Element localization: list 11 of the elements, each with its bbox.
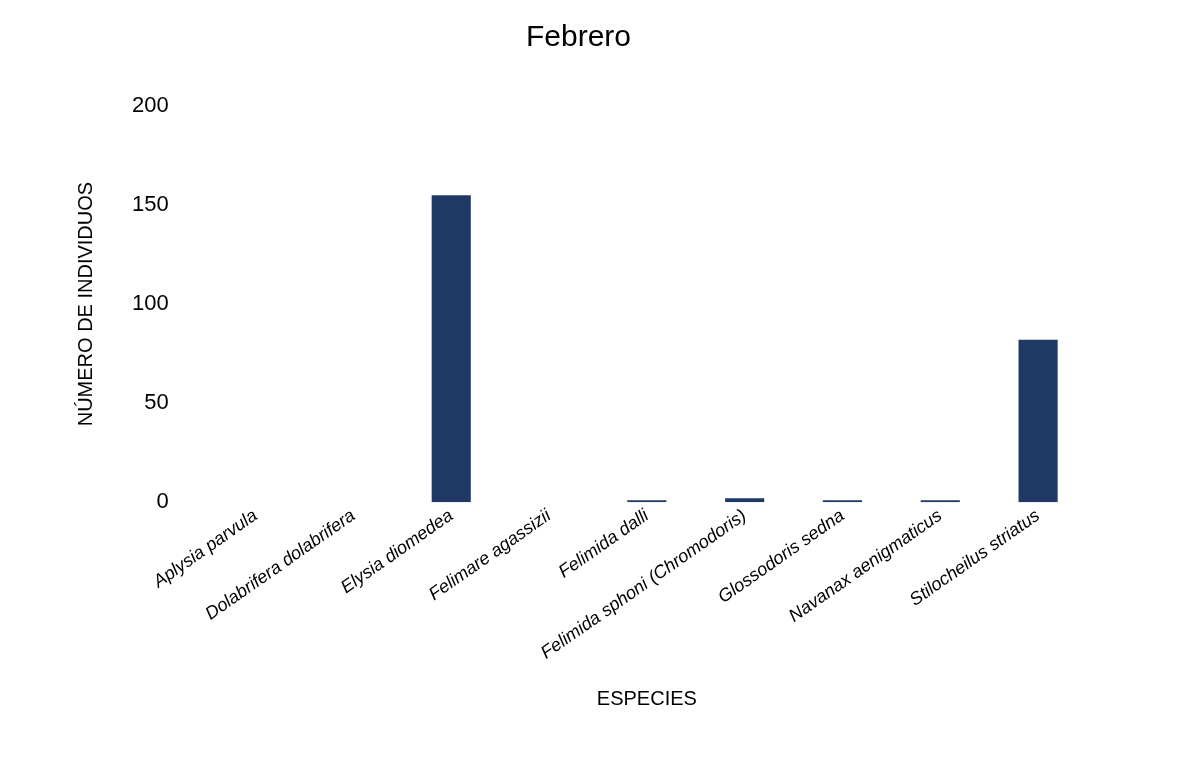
y-tick-label: 100 [131,290,169,316]
y-tick-label: 50 [144,389,169,415]
y-tick-label: 0 [156,488,169,514]
y-tick-label: 200 [131,92,169,118]
bar [1018,339,1058,503]
chart-title: Febrero [525,19,632,53]
y-axis-title: NÚMERO DE INDIVIDUOS [73,181,96,427]
bar [431,195,471,503]
x-axis-title: ESPECIES [596,686,697,709]
y-tick-label: 150 [131,191,169,217]
bar [725,498,765,503]
